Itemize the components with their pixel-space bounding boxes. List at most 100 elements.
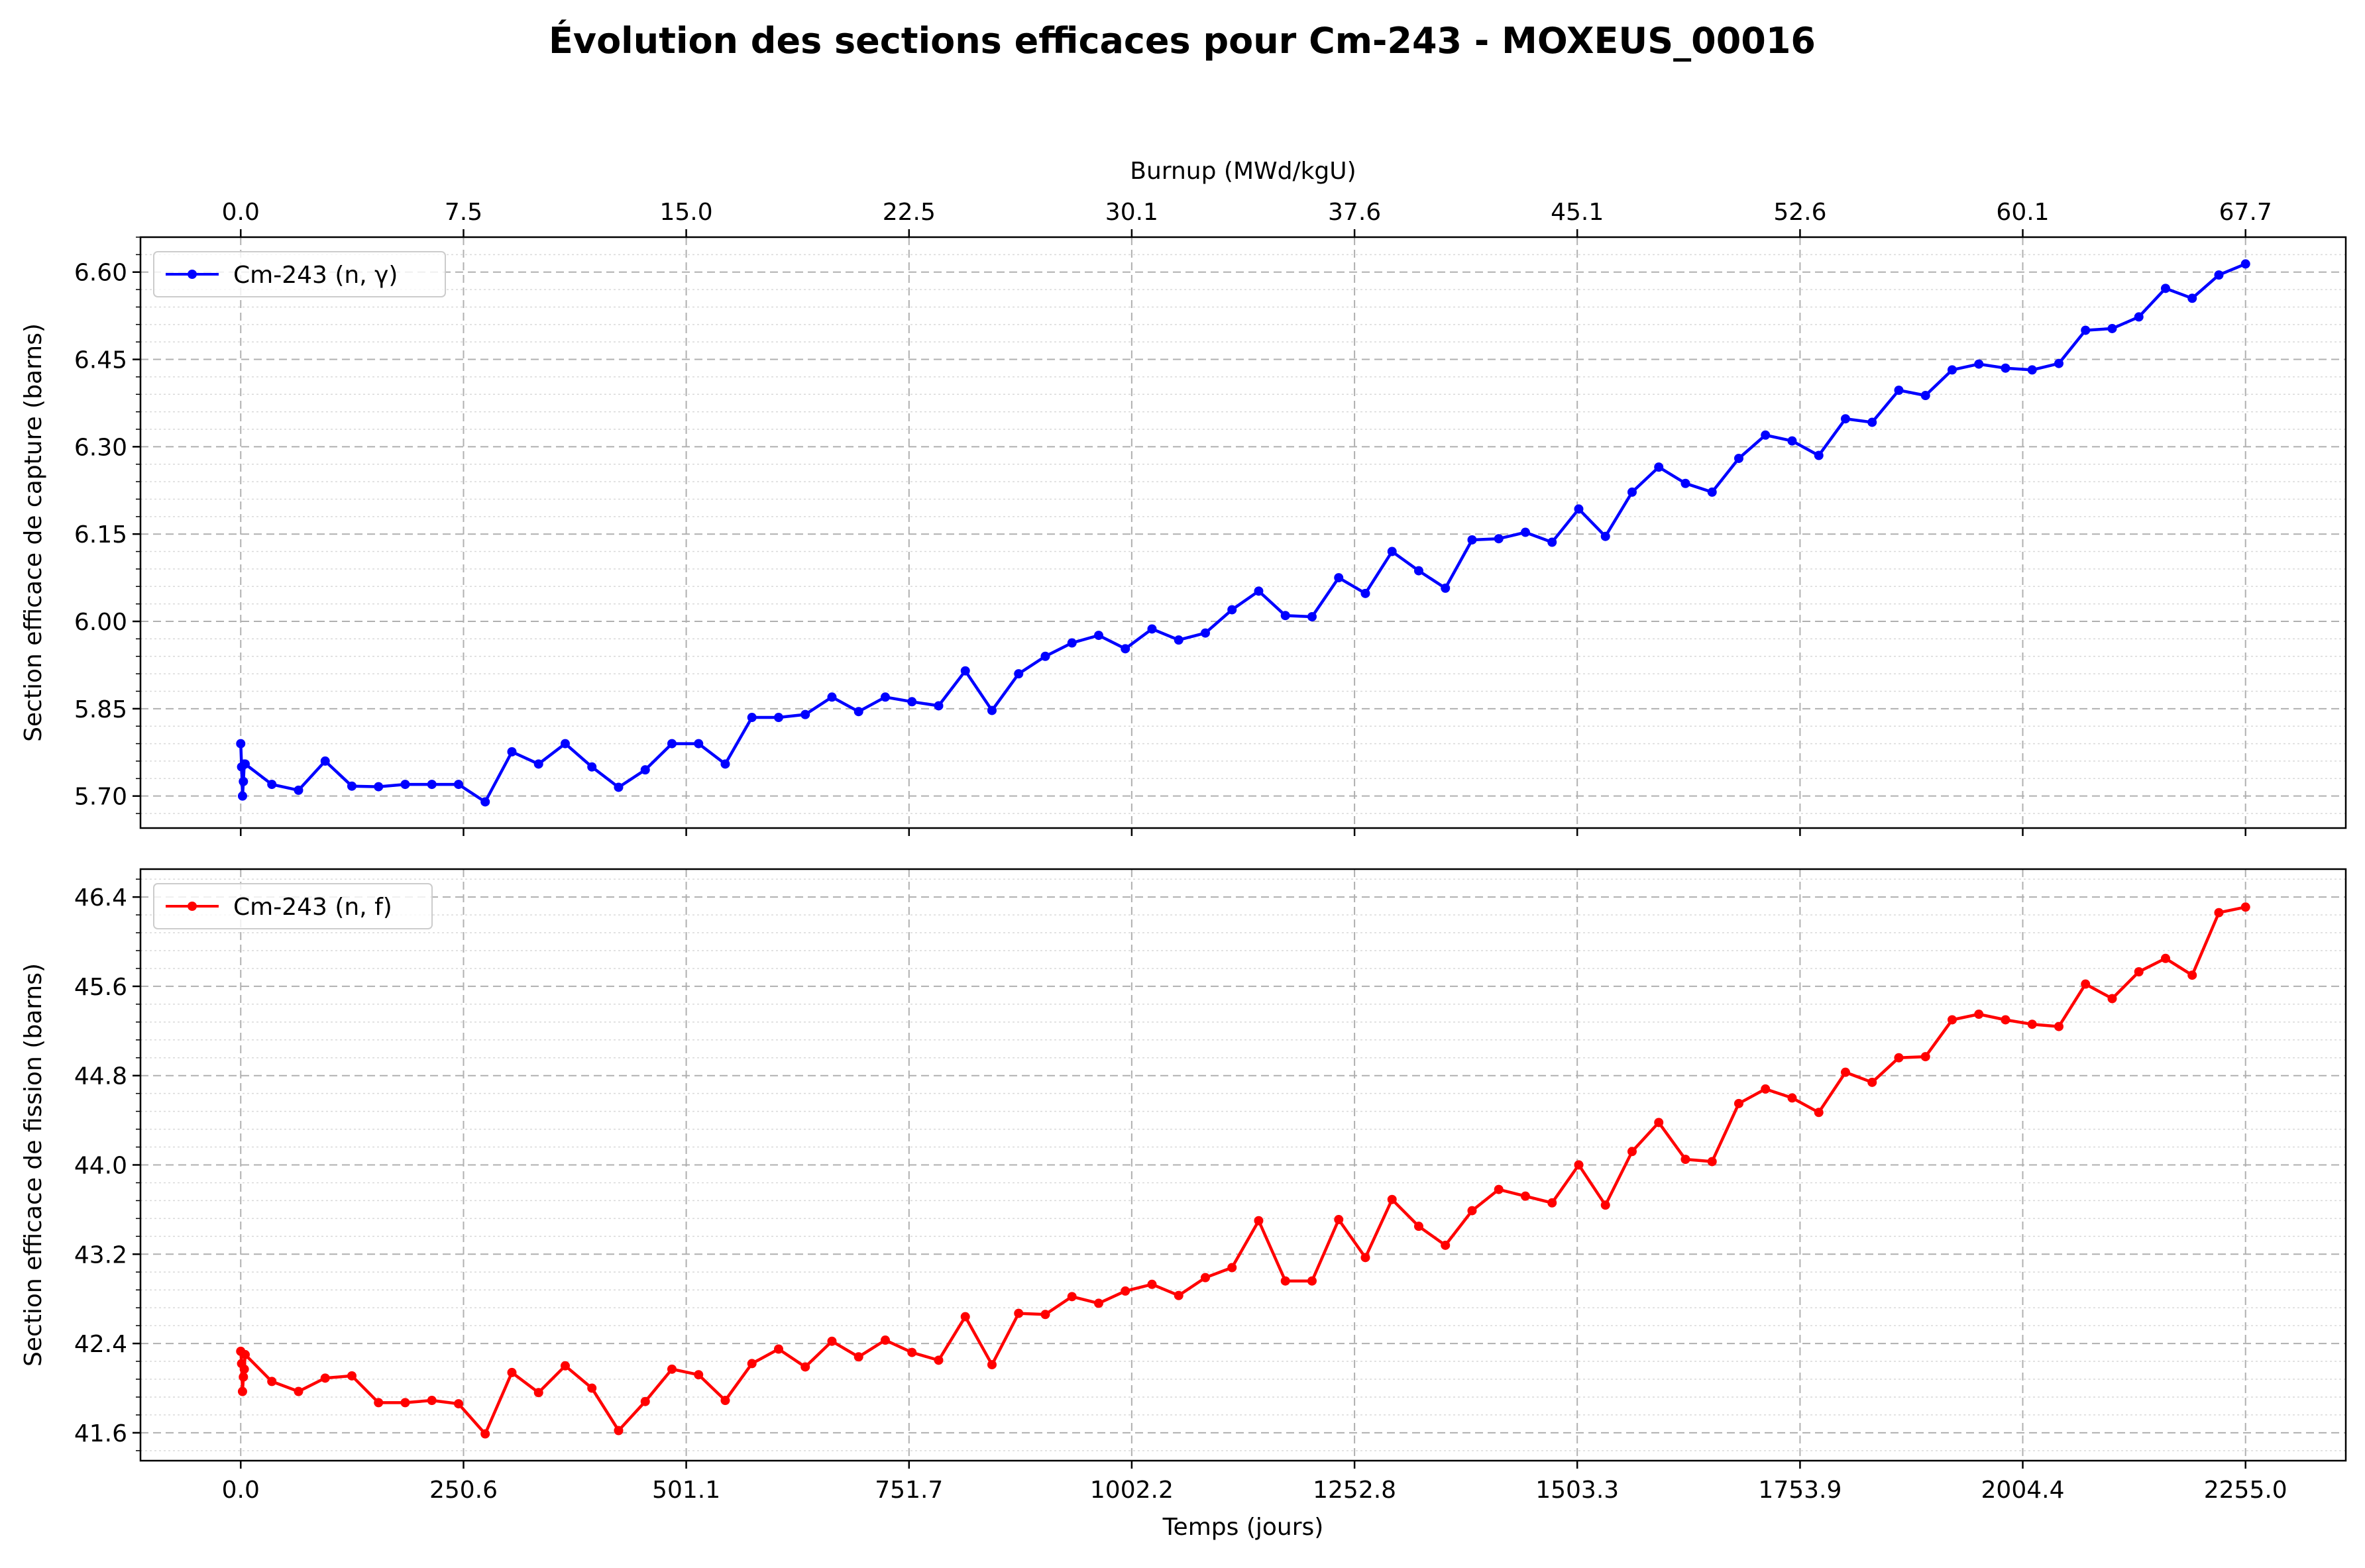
undefined-data-point bbox=[800, 709, 810, 719]
undefined-data-point bbox=[347, 781, 357, 791]
undefined-data-point bbox=[1627, 1147, 1637, 1157]
undefined-data-point bbox=[239, 1364, 249, 1374]
undefined-data-point bbox=[1121, 1286, 1130, 1296]
undefined-data-point bbox=[1867, 1077, 1877, 1087]
undefined-data-point bbox=[507, 1367, 517, 1377]
undefined-data-point bbox=[1174, 1290, 1183, 1300]
undefined-data-point bbox=[237, 1386, 247, 1396]
undefined-data-point bbox=[294, 785, 303, 795]
x-tick-label: 2004.4 bbox=[1981, 1477, 2065, 1504]
undefined-data-point bbox=[1654, 462, 1664, 472]
undefined-data-point bbox=[2214, 270, 2224, 280]
capture-plot-frame bbox=[139, 236, 2347, 829]
undefined-data-point bbox=[1147, 624, 1157, 634]
undefined-data-point bbox=[1254, 586, 1264, 596]
undefined-data-point bbox=[1627, 487, 1637, 497]
capture-legend-box bbox=[153, 251, 446, 297]
undefined-data-point bbox=[2134, 312, 2144, 322]
undefined-data-point bbox=[1441, 1240, 1451, 1250]
undefined-data-point bbox=[1174, 635, 1183, 645]
undefined-data-point bbox=[2054, 358, 2063, 368]
fission-grid bbox=[140, 869, 2346, 1461]
undefined-data-point bbox=[237, 791, 247, 801]
undefined-data-point bbox=[1761, 1084, 1771, 1094]
undefined-data-point bbox=[667, 739, 677, 749]
undefined-data-point bbox=[2214, 908, 2224, 917]
capture-grid bbox=[140, 236, 2346, 828]
undefined-data-point bbox=[720, 1396, 730, 1406]
capture-legend: Cm-243 (n, γ) bbox=[153, 251, 446, 297]
burnup-axis-label: Burnup (MWd/kgU) bbox=[1130, 158, 1356, 185]
undefined-data-point bbox=[400, 1398, 410, 1408]
undefined-data-point bbox=[2240, 259, 2250, 269]
capture-legend-marker bbox=[188, 270, 197, 279]
undefined-data-point bbox=[240, 759, 250, 769]
undefined-data-point bbox=[239, 776, 248, 786]
undefined-data-point bbox=[427, 780, 437, 790]
top-x-tick-label: 60.1 bbox=[1996, 199, 2049, 226]
undefined-data-point bbox=[934, 701, 944, 711]
undefined-data-point bbox=[1467, 535, 1477, 545]
y-tick-label: 44.0 bbox=[74, 1153, 127, 1180]
undefined-data-point bbox=[827, 1336, 837, 1346]
capture-y-axis-label: Section efficace de capture (barns) bbox=[20, 323, 47, 742]
undefined-data-point bbox=[1733, 453, 1743, 463]
undefined-data-point bbox=[1227, 1263, 1237, 1273]
undefined-data-point bbox=[853, 1352, 863, 1362]
undefined-data-point bbox=[1280, 1276, 1290, 1286]
undefined-data-point bbox=[1334, 573, 1344, 583]
undefined-data-point bbox=[1200, 1273, 1210, 1282]
undefined-data-point bbox=[907, 697, 917, 707]
undefined-data-point bbox=[2001, 1015, 2010, 1025]
undefined-data-point bbox=[1974, 1010, 1984, 1019]
undefined-data-point bbox=[239, 1372, 248, 1382]
undefined-data-point bbox=[1920, 1052, 1930, 1062]
undefined-data-point bbox=[667, 1364, 677, 1374]
undefined-data-point bbox=[1814, 1108, 1824, 1118]
undefined-data-point bbox=[1680, 1155, 1690, 1165]
undefined-data-point bbox=[1014, 669, 1024, 679]
undefined-data-point bbox=[1707, 1157, 1717, 1167]
undefined-data-point bbox=[294, 1386, 303, 1396]
undefined-data-point bbox=[2027, 1019, 2037, 1029]
y-tick-label: 6.60 bbox=[74, 260, 127, 287]
undefined-data-point bbox=[374, 782, 384, 792]
undefined-data-point bbox=[1280, 611, 1290, 621]
top-x-tick-label: 52.6 bbox=[1773, 199, 1826, 226]
undefined-data-point bbox=[614, 1426, 624, 1436]
undefined-data-point bbox=[1974, 359, 1984, 369]
fission-legend: Cm-243 (n, f) bbox=[153, 883, 433, 929]
fission-legend-label: Cm-243 (n, f) bbox=[233, 894, 392, 921]
undefined-data-point bbox=[1307, 1276, 1317, 1286]
undefined-data-point bbox=[1387, 547, 1397, 556]
y-tick-label: 42.4 bbox=[74, 1331, 127, 1358]
top-x-tick-label: 37.6 bbox=[1328, 199, 1381, 226]
fission-series bbox=[236, 902, 2250, 1439]
y-tick-label: 43.2 bbox=[74, 1241, 127, 1269]
undefined-data-point bbox=[1121, 644, 1130, 654]
y-tick-label: 44.8 bbox=[74, 1063, 127, 1090]
undefined-data-point bbox=[960, 666, 970, 676]
undefined-data-point bbox=[427, 1396, 437, 1406]
undefined-data-point bbox=[1441, 583, 1451, 593]
undefined-data-point bbox=[1894, 386, 1904, 395]
undefined-data-point bbox=[1040, 651, 1050, 661]
undefined-data-point bbox=[2027, 365, 2037, 375]
undefined-data-point bbox=[1067, 638, 1077, 648]
undefined-data-point bbox=[1733, 1098, 1743, 1108]
time-axis-label: Temps (jours) bbox=[1162, 1514, 1324, 1541]
undefined-data-point bbox=[400, 780, 410, 790]
undefined-data-point bbox=[694, 739, 704, 749]
fission-y-axis-label: Section efficace de fission (barns) bbox=[20, 963, 47, 1367]
undefined-data-point bbox=[907, 1347, 917, 1357]
x-tick-label: 250.6 bbox=[429, 1477, 498, 1504]
top-x-tick-label: 30.1 bbox=[1105, 199, 1158, 226]
undefined-data-point bbox=[1761, 430, 1771, 440]
undefined-data-point bbox=[560, 1361, 570, 1371]
undefined-data-point bbox=[1520, 527, 1530, 537]
y-tick-label: 45.6 bbox=[74, 974, 127, 1001]
undefined-data-point bbox=[773, 1344, 783, 1354]
undefined-data-point bbox=[1680, 478, 1690, 488]
undefined-data-point bbox=[960, 1312, 970, 1322]
undefined-data-point bbox=[614, 782, 624, 792]
